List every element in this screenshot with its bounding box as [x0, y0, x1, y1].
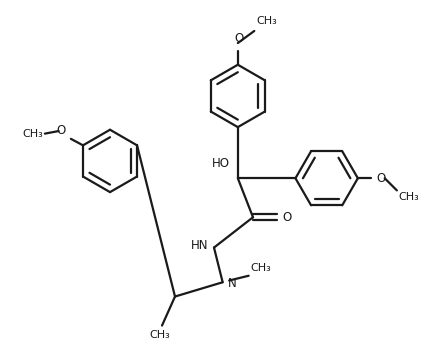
Text: O: O [376, 172, 385, 185]
Text: CH₃: CH₃ [23, 129, 44, 139]
Text: HN: HN [191, 239, 209, 252]
Text: O: O [234, 32, 244, 45]
Text: CH₃: CH₃ [149, 330, 170, 340]
Text: O: O [282, 211, 291, 224]
Text: CH₃: CH₃ [251, 263, 272, 273]
Text: N: N [228, 277, 237, 289]
Text: CH₃: CH₃ [398, 192, 419, 202]
Text: HO: HO [212, 157, 230, 170]
Text: CH₃: CH₃ [256, 16, 277, 26]
Text: O: O [56, 124, 65, 137]
